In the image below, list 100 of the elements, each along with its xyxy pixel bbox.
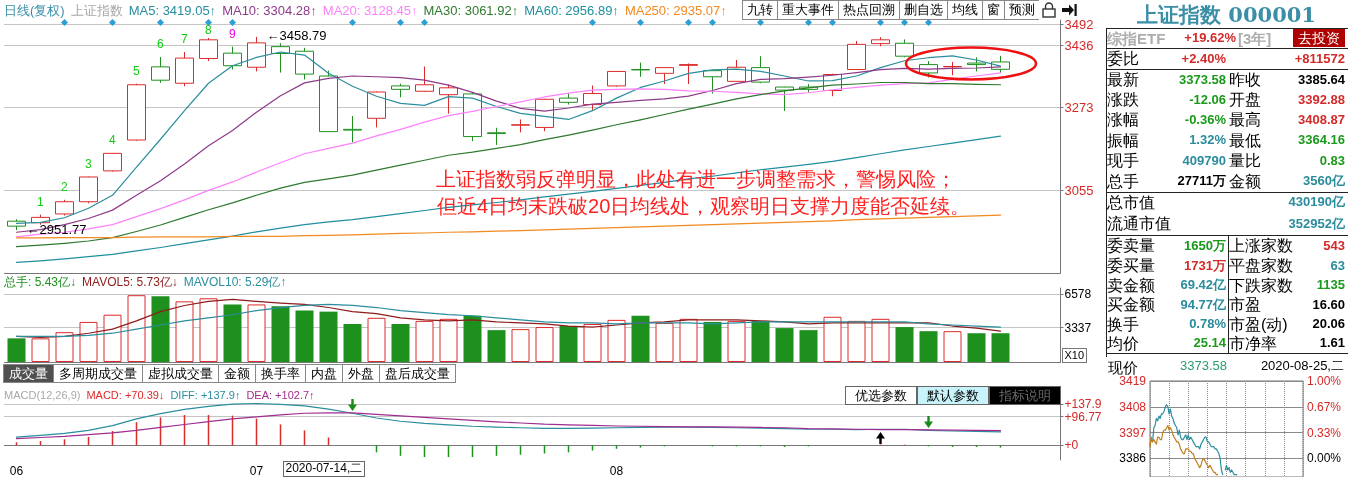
chart-title: MACD(12,26,9) <box>4 388 81 403</box>
tab-button: 金额 <box>219 364 256 383</box>
text: 总市值 <box>1107 193 1155 212</box>
annotation: ←2951.77 <box>26 221 87 238</box>
candlestick <box>895 38 914 58</box>
text: 委买量 <box>1107 257 1155 276</box>
x-tick-label: 07 <box>249 464 264 477</box>
candlestick <box>55 199 74 216</box>
bar <box>751 320 770 362</box>
text: 1.61 <box>1319 335 1345 351</box>
candlestick <box>775 86 794 112</box>
annotation: 7 <box>181 32 188 47</box>
bar <box>391 323 410 362</box>
line-series <box>1149 424 1219 476</box>
bar <box>127 295 146 362</box>
text: MA20: 3128.45↑ <box>322 3 418 18</box>
annotation: 9 <box>229 26 236 42</box>
text: MA5: 3419.05↑ <box>128 3 217 18</box>
bar <box>703 321 722 362</box>
toolbar-button: 删自选 <box>899 0 947 20</box>
bar <box>991 333 1010 362</box>
candlestick <box>391 83 410 98</box>
candlestick <box>127 83 146 142</box>
annotation: 2 <box>61 179 68 195</box>
text: 0.83 <box>1319 152 1345 169</box>
option-button: 默认参数 <box>917 386 989 405</box>
bar <box>607 319 626 362</box>
y-tick-label: 3386 <box>1119 451 1147 466</box>
bar <box>55 332 74 362</box>
bar <box>79 321 98 362</box>
tab-button: 虚拟成交量 <box>143 364 219 383</box>
candlestick <box>943 61 962 76</box>
y-tick-label: 3419 <box>1119 374 1147 388</box>
candlestick <box>247 36 266 72</box>
bar <box>31 338 50 362</box>
candlestick <box>223 46 242 71</box>
text: +19.62% <box>1184 29 1236 46</box>
text: 市净率 <box>1229 334 1277 353</box>
candlestick <box>463 91 482 142</box>
text: 3373.58 <box>1180 358 1227 374</box>
annotation: 4 <box>109 132 116 148</box>
candlestick <box>103 152 122 173</box>
bar <box>463 315 482 362</box>
text: +2.40% <box>1181 50 1226 67</box>
text: 金额 <box>1229 172 1261 191</box>
bar <box>487 330 506 362</box>
text: 63 <box>1330 257 1345 274</box>
text: 上涨家数 <box>1229 237 1293 256</box>
text: 委卖量 <box>1107 237 1155 256</box>
text: 最新 <box>1107 71 1139 90</box>
candlestick <box>871 36 890 47</box>
candlestick <box>583 85 602 111</box>
action-button: 去投资 <box>1293 29 1345 48</box>
candlestick <box>487 127 506 146</box>
text: 3408.87 <box>1298 111 1345 128</box>
line-series <box>15 214 1002 239</box>
text: 上证指数 000001 <box>1136 2 1317 28</box>
text: 振幅 <box>1107 131 1139 150</box>
text: 3373.58 <box>1179 71 1226 88</box>
y-tick-label: 3408 <box>1119 399 1147 414</box>
candlestick <box>559 92 578 106</box>
tab-button: 内盘 <box>306 364 343 383</box>
text: 开盘 <box>1229 91 1261 110</box>
y2-tick-label: 0.33% <box>1307 425 1342 440</box>
bar <box>415 320 434 362</box>
text: -0.36% <box>1184 111 1226 128</box>
bar <box>247 304 266 362</box>
candlestick <box>343 115 362 143</box>
annotation: 8 <box>205 23 212 38</box>
candlestick <box>319 70 338 133</box>
text: MA250: 2935.07↑ <box>624 3 727 18</box>
y-tick-label: 3436 <box>1064 38 1094 54</box>
toolbar-button: 热点回溯 <box>838 0 899 20</box>
text: 16.60 <box>1312 296 1345 313</box>
y-axis-title: X10 <box>1061 348 1088 363</box>
bar <box>151 296 170 362</box>
candlestick <box>151 56 170 84</box>
text: 2020-07-14,二 <box>282 461 366 477</box>
chart-subtitle: 上证指数 <box>70 3 123 18</box>
y-tick-label: +137.9 <box>1064 397 1102 412</box>
text: 买金额 <box>1107 296 1155 315</box>
candlestick <box>415 65 434 93</box>
text: -12.06 <box>1189 91 1226 108</box>
bar <box>967 333 986 362</box>
series-label: DIFF: +137.9↑ <box>170 388 241 403</box>
annotation: ←3458.79 <box>266 28 327 45</box>
bar <box>175 301 194 362</box>
text: +811572 <box>1294 50 1345 67</box>
candlestick <box>655 66 674 85</box>
text: 1.32% <box>1189 132 1226 148</box>
y-tick-label: +96.77 <box>1064 409 1102 424</box>
annotation: 3 <box>85 156 92 172</box>
text: 现价 <box>1108 359 1138 376</box>
text: MA30: 3061.92↑ <box>423 3 519 18</box>
text: 委比 <box>1107 50 1139 69</box>
bar <box>823 316 842 362</box>
candlestick <box>295 47 314 80</box>
text: 1731万 <box>1184 257 1226 274</box>
text: 最低 <box>1229 131 1261 150</box>
text: 市盈 <box>1229 296 1261 315</box>
